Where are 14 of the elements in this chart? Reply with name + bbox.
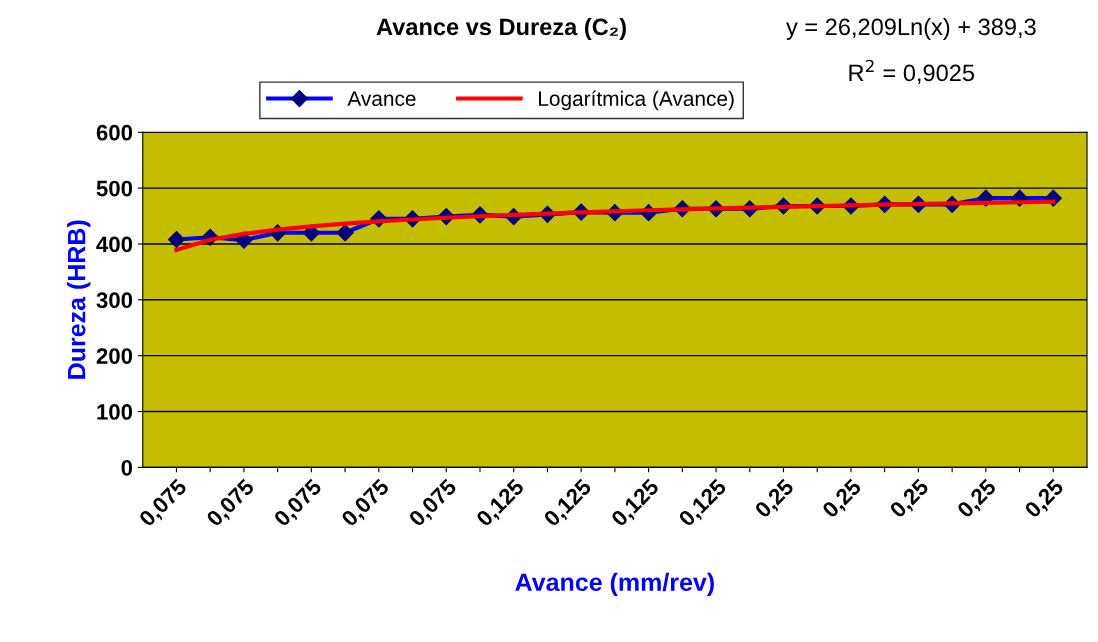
x-axis-title: Avance (mm/rev) [515,572,714,597]
y-tick-label: 600 [96,124,133,141]
y-tick-label: 500 [96,180,133,197]
text: R$^{2}$ = 0,9025 [849,59,975,85]
y-tick-label: 300 [96,292,133,309]
text: y = 26,209Ln(x) + 389,3 [786,17,1036,40]
y-axis-title: Dureza (HRB) [67,220,91,379]
legend-label: Avance [347,91,416,107]
y-tick-label: 100 [97,404,133,420]
y-tick-label: 400 [96,236,133,253]
y-tick-label: 0 [121,459,133,476]
legend-label: Logarítmica (Avance) [539,90,734,111]
chart-title: Avance vs Dureza (C₂) [376,17,626,40]
y-tick-label: 200 [96,348,133,364]
